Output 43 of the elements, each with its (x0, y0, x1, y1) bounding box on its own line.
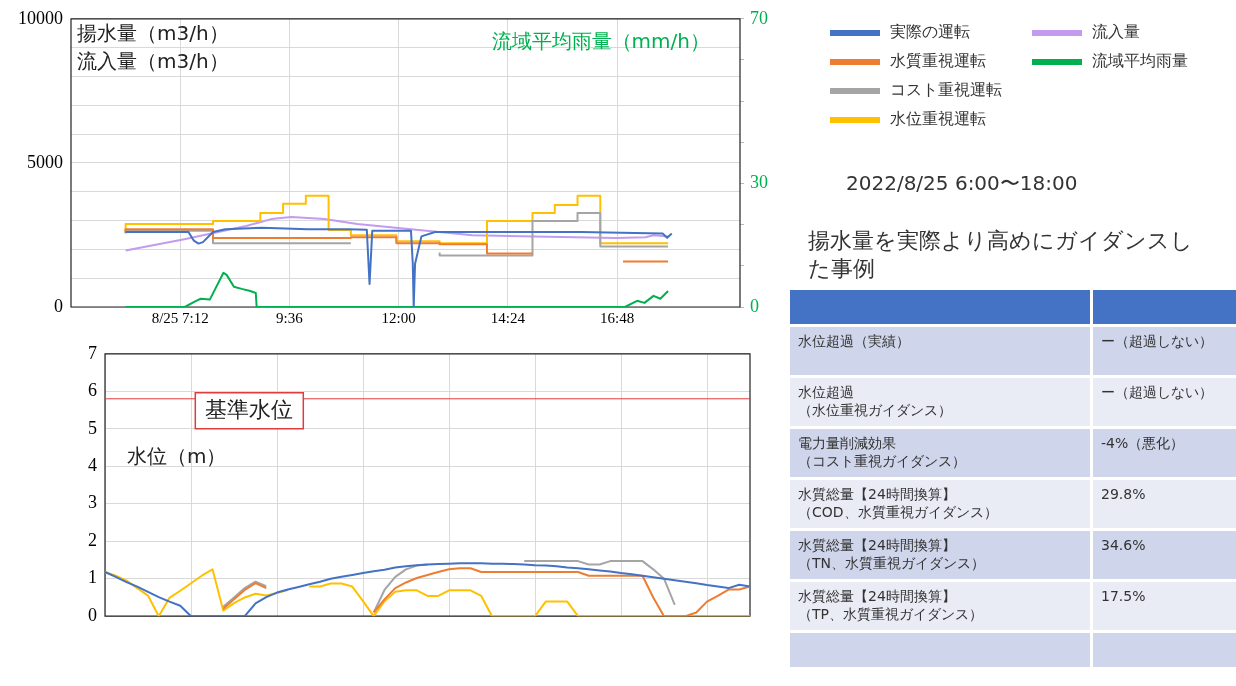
legend-label: 流域平均雨量 (1092, 51, 1188, 72)
text: 水質総量【24時間換算】（TN、水質重視ガイダンス） (790, 531, 1090, 579)
y-tick-label: 5 (88, 417, 97, 438)
y2-tick-label: 0 (750, 295, 759, 316)
text: 揚水量を実際より高めにガイダンスした事例 (808, 227, 1194, 282)
y-tick-label: 4 (88, 454, 97, 475)
legend-label: 水位重視運転 (890, 109, 986, 130)
text: 2022/8/25 6:00〜18:00 (846, 170, 1079, 197)
legend-label: 水質重視運転 (890, 51, 986, 72)
text: 水位超過（実績） (790, 327, 1090, 375)
text: 水位超過（水位重視ガイダンス） (790, 378, 1090, 426)
y-tick-label: 2 (88, 529, 97, 550)
text: 17.5% (1093, 582, 1236, 630)
text: ー（超過しない） (1093, 378, 1236, 426)
text: 34.6% (1093, 531, 1236, 579)
legend-label: 実際の運転 (890, 22, 970, 43)
x-tick-label: 14:24 (490, 309, 526, 326)
text: -4%（悪化） (1093, 429, 1236, 477)
x-tick-label: 12:00 (381, 309, 416, 326)
y-tick-label: 6 (88, 380, 97, 401)
y2-tick-label: 70 (750, 7, 768, 28)
ref-line-label: 基準水位 (205, 396, 294, 422)
x-tick-label: 16:48 (600, 309, 635, 326)
text: 29.8% (1093, 480, 1236, 528)
text: ー（超過しない） (1093, 327, 1236, 375)
y-tick-label: 0 (54, 295, 63, 316)
y-axis-title: 揚水量（m3/h）流入量（m3/h） (77, 21, 229, 73)
y-tick-label: 5000 (27, 151, 63, 172)
x-tick-label: 8/25 7:12 (151, 309, 209, 326)
legend-label: コスト重視運転 (890, 80, 1002, 101)
x-tick-label: 9:36 (276, 309, 304, 326)
text: 水質総量【24時間換算】（COD、水質重視ガイダンス） (790, 480, 1090, 528)
y-tick-label: 7 (88, 342, 97, 363)
y-tick-label: 1 (88, 567, 97, 588)
y-tick-label: 0 (88, 604, 97, 625)
y2-tick-label: 30 (750, 172, 768, 193)
y-axis-title: 水位（m） (127, 444, 227, 469)
text: 電力量削減効果（コスト重視ガイダンス） (790, 429, 1090, 477)
y2-axis-title: 流域平均雨量（mm/h） (491, 29, 710, 53)
y-tick-label: 10000 (18, 7, 63, 28)
y-tick-label: 3 (88, 492, 97, 513)
text: 水質総量【24時間換算】（TP、水質重視ガイダンス） (790, 582, 1090, 630)
legend-label: 流入量 (1092, 22, 1140, 43)
